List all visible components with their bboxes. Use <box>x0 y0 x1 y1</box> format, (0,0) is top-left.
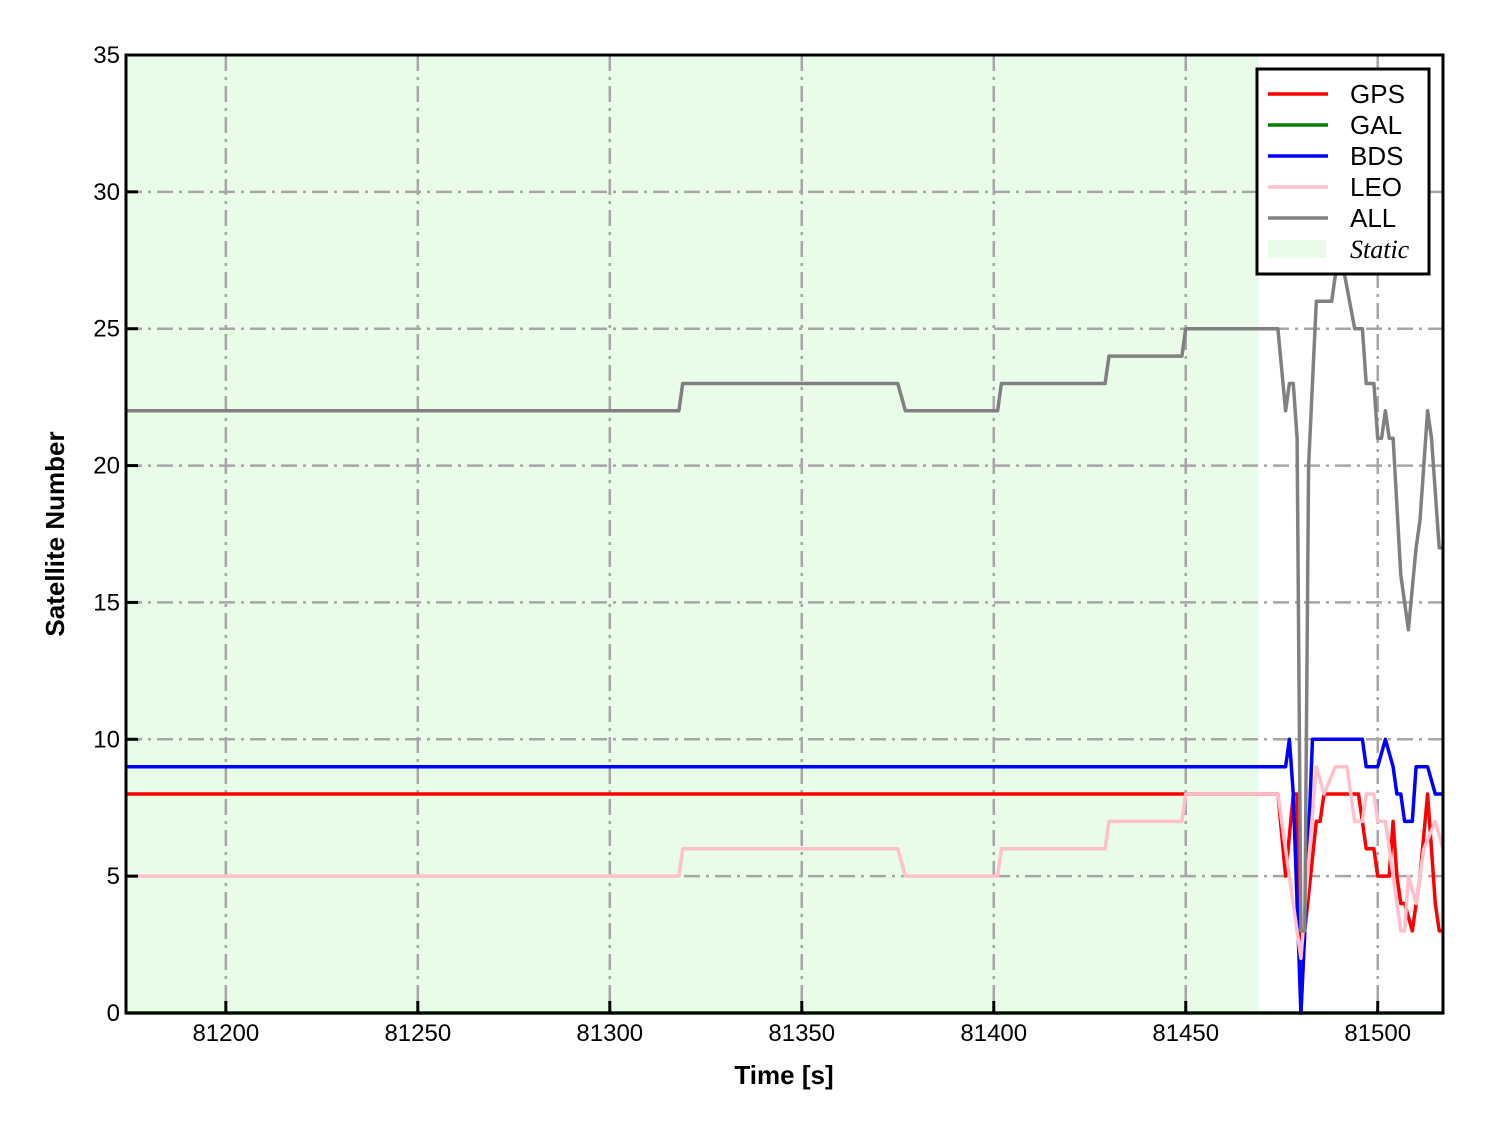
y-tick-label: 0 <box>107 1000 120 1027</box>
y-tick-label: 35 <box>93 42 120 69</box>
x-tick-label: 81500 <box>1344 1020 1411 1047</box>
x-tick-label: 81400 <box>960 1020 1027 1047</box>
x-tick-label: 81450 <box>1152 1020 1219 1047</box>
legend-label-gps: GPS <box>1350 79 1405 109</box>
legend-label-all: ALL <box>1350 203 1396 233</box>
x-tick-label: 81350 <box>768 1020 835 1047</box>
legend-label-gal: GAL <box>1350 110 1402 140</box>
series-line-leo <box>126 764 1445 961</box>
legend-box <box>1255 67 1431 276</box>
ticks-layer: 81200 81250 81300 81350 81400 81450 81500 0 5 10 1… <box>93 42 1411 1047</box>
y-tick-label: 30 <box>93 179 120 206</box>
legend-label-leo: LEO <box>1350 172 1402 202</box>
static-region <box>126 55 1259 1013</box>
legend-label-bds: BDS <box>1350 141 1403 171</box>
y-tick-label: 20 <box>93 453 120 480</box>
y-axis-label: Satellite Number <box>40 431 70 636</box>
legend-swatch-static <box>1268 240 1326 258</box>
legend-label-static: Static <box>1350 235 1410 264</box>
x-tick-label: 81200 <box>192 1020 259 1047</box>
y-tick-label: 25 <box>93 316 120 343</box>
series-line-bds <box>126 737 1443 1015</box>
y-tick-label: 5 <box>107 863 120 890</box>
series-line-all <box>126 244 1443 933</box>
y-tick-label: 15 <box>93 589 120 616</box>
grid-layer <box>126 55 1443 1013</box>
x-tick-label: 81300 <box>576 1020 643 1047</box>
plot-frame <box>124 53 1445 1015</box>
x-axis-label: Time [s] <box>734 1060 833 1090</box>
static-region-layer <box>126 55 1259 1013</box>
y-tick-label: 10 <box>93 726 120 753</box>
x-tick-label: 81250 <box>384 1020 451 1047</box>
